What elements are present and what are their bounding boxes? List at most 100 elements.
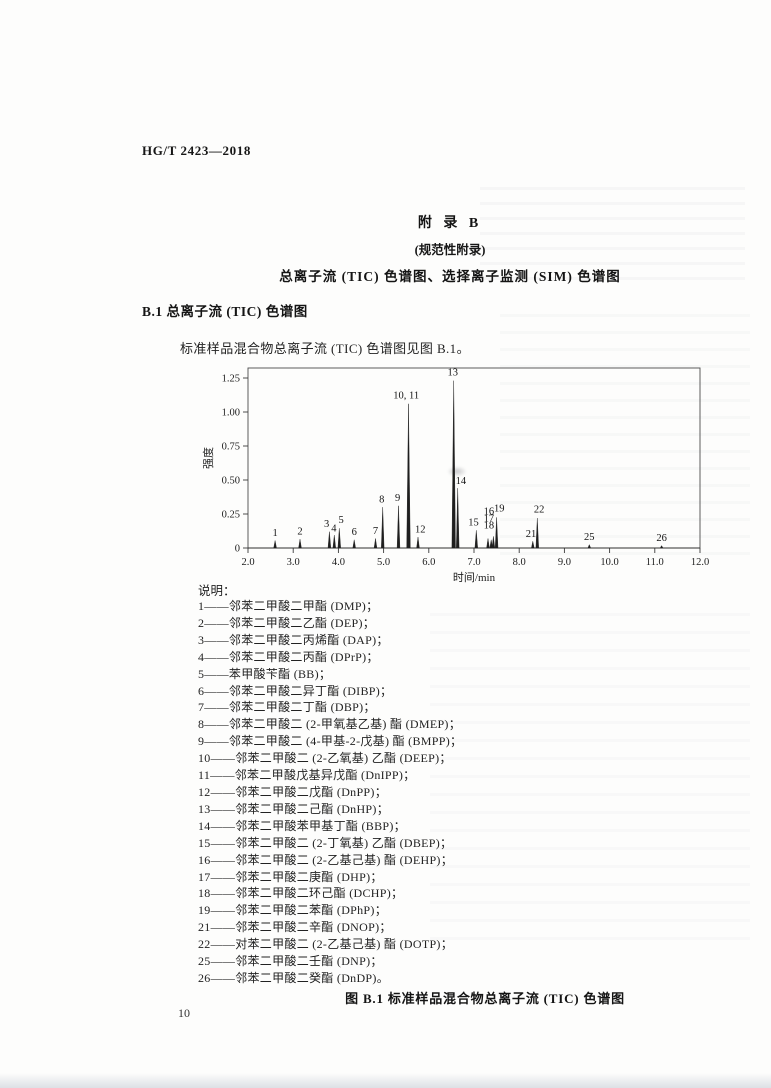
peak-number-label: 9 (395, 493, 400, 504)
legend-item: 7——邻苯二甲酸二丁酯 (DBP)； (198, 700, 376, 715)
legend-item: 18——邻苯二甲酸二环己酯 (DCHP)； (198, 886, 404, 901)
chromatogram-peak (337, 528, 341, 549)
doc-code: HG/T 2423—2018 (142, 143, 251, 158)
peak-number-label: 17 (484, 514, 495, 525)
x-tick-label: 2.0 (241, 557, 254, 568)
x-tick-label: 8.0 (513, 557, 526, 568)
appendix-heading: 总离子流 (TIC) 色谱图、选择离子监测 (SIM) 色谱图 (279, 269, 621, 284)
x-axis-title: 时间/min (453, 571, 496, 584)
peak-number-label: 2 (297, 526, 302, 537)
legend-item: 2——邻苯二甲酸二乙酯 (DEP)； (198, 615, 376, 630)
legend-item: 21——邻苯二甲酸二辛酯 (DNOP)； (198, 920, 392, 935)
appendix-subtitle: (规范性附录) (414, 243, 486, 257)
chromatogram-peak (298, 539, 302, 549)
legend-item: 14——邻苯二甲酸苯甲基丁酯 (BBP)； (198, 818, 406, 833)
peak-number-label: 7 (373, 526, 378, 537)
peak-number-label: 14 (456, 476, 467, 487)
intro-paragraph: 标准样品混合物总离子流 (TIC) 色谱图见图 B.1。 (180, 341, 470, 356)
y-tick-label: 0.75 (222, 442, 240, 453)
legend-item: 3——邻苯二甲酸二丙烯酯 (DAP)； (198, 632, 389, 647)
chromatogram-peak (416, 537, 420, 549)
chromatogram-peak (327, 531, 332, 549)
chromatogram-peak (531, 541, 535, 549)
chromatogram-peak (587, 544, 591, 549)
chromatogram-peak (489, 539, 493, 549)
x-tick-label: 5.0 (377, 557, 390, 568)
peak-number-label: 16 (484, 506, 495, 517)
chromatogram-peak (456, 488, 460, 549)
chromatogram-peak (406, 403, 411, 549)
legend-item: 16——邻苯二甲酸二 (2-乙基己基) 酯 (DEHP)； (198, 852, 454, 867)
appendix-header: 附 录 B (规范性附录) 总离子流 (TIC) 色谱图、选择离子监测 (SIM… (120, 212, 771, 285)
x-tick-label: 9.0 (558, 557, 571, 568)
chromatogram-peak (373, 538, 378, 549)
chromatogram-peak (451, 380, 456, 549)
peak-number-label: 25 (584, 532, 595, 543)
y-tick-label: 0.50 (222, 476, 240, 487)
y-tick-label: 0 (235, 544, 240, 555)
peak-number-label: 8 (379, 494, 384, 505)
legend-item: 19——邻苯二甲酸二苯酯 (DPhP)； (198, 903, 388, 918)
peak-number-label: 19 (494, 503, 505, 514)
chromatogram-peak (494, 517, 499, 549)
page-number: 10 (178, 1006, 190, 1020)
chromatogram-peak (491, 536, 496, 549)
legend-item: 15——邻苯二甲酸二 (2-丁氧基) 乙酯 (DBEP)； (198, 835, 453, 850)
legend-item: 5——苯甲酸苄酯 (BB)； (198, 666, 332, 681)
tic-chromatogram-chart: 0 0.25 0.50 0.75 1.00 1.25 2.0 3.0 4.0 5.0 6.0 7.0 8… (201, 367, 709, 584)
legend-list: 1——邻苯二甲酸二甲酯 (DMP)； 2——邻苯二甲酸二乙酯 (DEP)； 3——邻… (198, 598, 668, 987)
y-tick-label: 0.25 (222, 510, 240, 521)
chromatogram-peak (332, 535, 336, 549)
y-tick-label: 1.00 (222, 408, 240, 419)
legend-item: 17——邻苯二甲酸二庚酯 (DHP)； (198, 869, 383, 884)
peak-number-label: 13 (448, 367, 459, 378)
legend-item: 4——邻苯二甲酸二丙酯 (DPrP)； (198, 649, 379, 664)
peak-number-label: 18 (484, 521, 495, 532)
section-b1-heading: B.1 总离子流 (TIC) 色谱图 (142, 304, 308, 319)
chromatogram-peak (352, 539, 356, 549)
legend-item: 13——邻苯二甲酸二己酯 (DnHP)； (198, 801, 389, 816)
peak-number-label: 1 (272, 528, 277, 539)
legend-item: 10——邻苯二甲酸二 (2-乙氧基) 乙酯 (DEEP)； (198, 751, 452, 766)
chromatogram-peak (474, 530, 478, 549)
x-tick-label: 3.0 (287, 557, 300, 568)
x-tick-label: 12.0 (691, 557, 709, 568)
chromatogram-peak (486, 538, 490, 549)
chromatogram-peak (396, 505, 401, 549)
y-axis-title: 强度 (201, 447, 215, 469)
legend-item: 8——邻苯二甲酸二 (2-甲氧基乙基) 酯 (DMEP)； (198, 717, 462, 732)
appendix-title: 附 录 B (417, 216, 483, 231)
peak-number-label: 15 (468, 518, 479, 529)
peak-number-label: 26 (656, 533, 667, 544)
scan-edge-shadow (0, 1073, 771, 1088)
legend-item: 12——邻苯二甲酸二戊酯 (DnPP)； (198, 784, 388, 799)
peak-number-label: 6 (352, 527, 357, 538)
legend-label: 说明： (198, 584, 236, 598)
x-tick-label: 7.0 (467, 557, 480, 568)
peak-number-label: 5 (338, 515, 343, 526)
peak-number-label: 22 (534, 505, 545, 516)
chromatogram-peak (273, 540, 277, 549)
legend-item: 1——邻苯二甲酸二甲酯 (DMP)； (198, 599, 379, 613)
legend-item: 9——邻苯二甲酸二 (4-甲基-2-戊基) 酯 (BMPP)； (198, 734, 463, 749)
chromatogram-peak (659, 545, 664, 549)
peak-number-label: 3 (324, 519, 329, 530)
legend-item: 6——邻苯二甲酸二异丁酯 (DIBP)； (198, 683, 393, 698)
legend-item: 22——对苯二甲酸二 (2-乙基己基) 酯 (DOTP)； (198, 937, 454, 952)
peak-number-label: 10, 11 (393, 390, 419, 401)
x-tick-label: 6.0 (422, 557, 435, 568)
x-tick-label: 11.0 (646, 557, 664, 568)
legend-item: 25——邻苯二甲酸二壬酯 (DNP)； (198, 954, 383, 969)
x-tick-label: 10.0 (600, 557, 618, 568)
peak-number-label: 4 (331, 524, 337, 535)
legend-item: 11——邻苯二甲酸戊基异戊酯 (DnIPP)； (198, 768, 416, 783)
y-tick-label: 1.25 (222, 374, 240, 385)
x-tick-label: 4.0 (332, 557, 345, 568)
peak-number-label: 12 (415, 524, 426, 535)
chromatogram-peak (535, 518, 539, 549)
legend-item: 26——邻苯二甲酸二癸酯 (DnDP)。 (198, 970, 389, 985)
peak-number-label: 21 (526, 529, 537, 540)
figure-caption: 图 B.1 标准样品混合物总离子流 (TIC) 色谱图 (345, 991, 625, 1006)
chromatogram-peak (381, 507, 385, 549)
